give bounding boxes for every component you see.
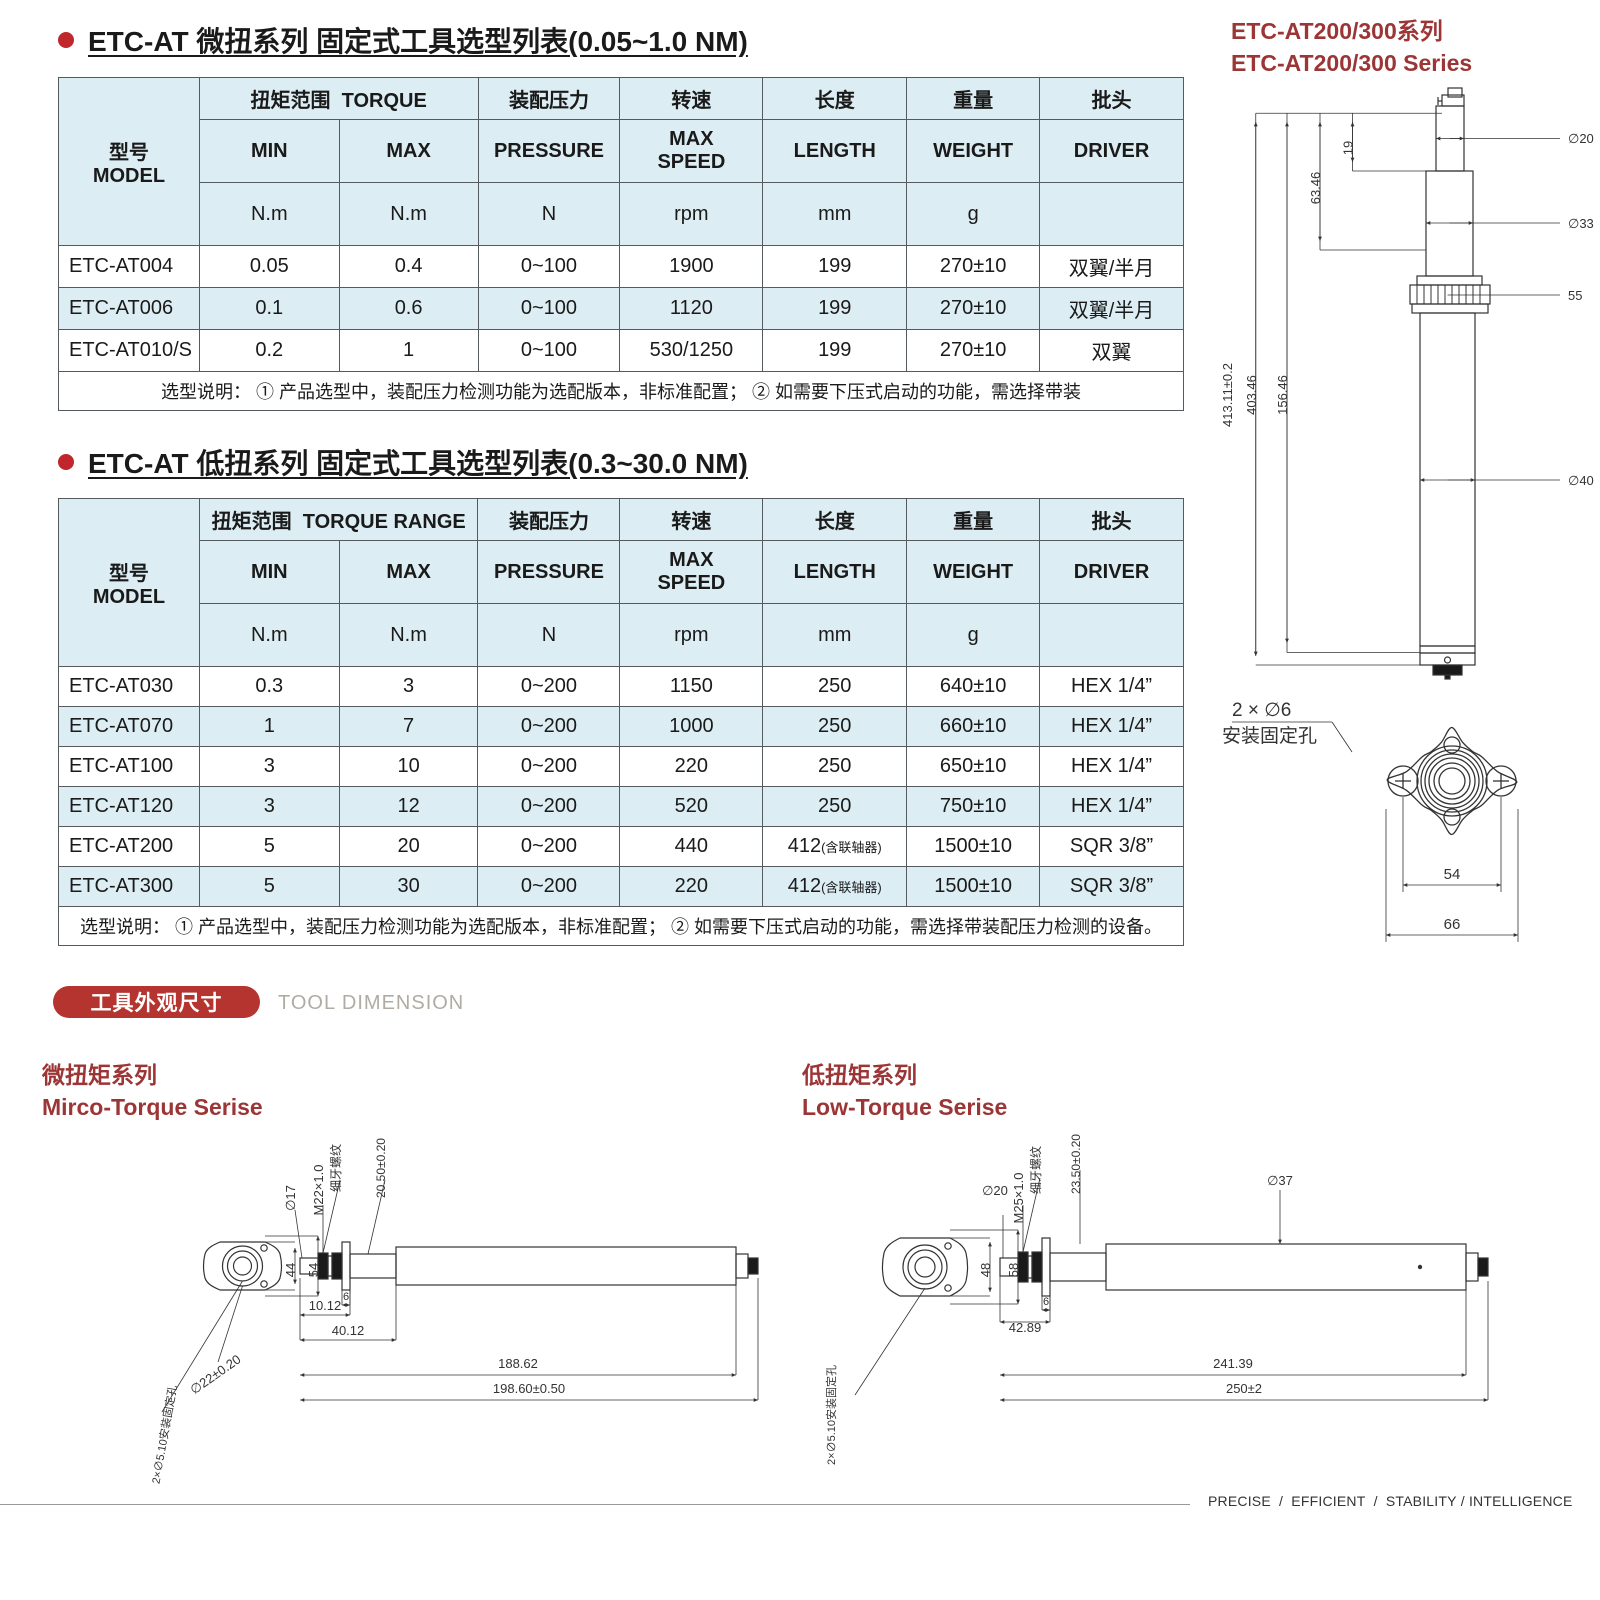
svg-text:403.46: 403.46: [1244, 375, 1259, 415]
svg-text:6: 6: [1043, 1296, 1049, 1308]
svg-text:250±2: 250±2: [1226, 1381, 1262, 1396]
svg-text:细牙螺纹: 细牙螺纹: [329, 1144, 343, 1192]
svg-text:∅40: ∅40: [1568, 473, 1594, 488]
svg-text:∅22±0.20: ∅22±0.20: [187, 1351, 243, 1397]
svg-text:241.39: 241.39: [1213, 1356, 1253, 1371]
svg-text:∅33: ∅33: [1568, 216, 1594, 231]
svg-text:M25×1.0: M25×1.0: [1011, 1173, 1026, 1224]
svg-text:54: 54: [306, 1263, 321, 1277]
svg-text:∅20: ∅20: [1568, 131, 1594, 146]
svg-text:∅17: ∅17: [283, 1185, 298, 1211]
svg-text:安装固定孔: 安装固定孔: [1222, 725, 1317, 747]
svg-text:188.62: 188.62: [498, 1356, 538, 1371]
svg-text:20.50±0.20: 20.50±0.20: [374, 1138, 388, 1198]
svg-text:∅20: ∅20: [982, 1183, 1008, 1198]
svg-text:2 × ∅6: 2 × ∅6: [1232, 700, 1291, 721]
svg-text:M22×1.0: M22×1.0: [311, 1165, 326, 1216]
svg-text:58: 58: [1006, 1263, 1021, 1277]
svg-text:2×∅5.10安装固定孔: 2×∅5.10安装固定孔: [824, 1365, 838, 1465]
svg-text:44: 44: [283, 1263, 298, 1277]
svg-text:40.12: 40.12: [332, 1323, 365, 1338]
svg-text:细牙螺纹: 细牙螺纹: [1029, 1146, 1043, 1194]
svg-text:156.46: 156.46: [1275, 375, 1290, 415]
svg-text:198.60±0.50: 198.60±0.50: [493, 1381, 565, 1396]
svg-text:63.46: 63.46: [1308, 172, 1323, 205]
svg-text:48: 48: [978, 1263, 993, 1277]
svg-text:10.12: 10.12: [309, 1298, 342, 1313]
svg-text:19: 19: [1341, 141, 1356, 155]
svg-text:23.50±0.20: 23.50±0.20: [1069, 1134, 1083, 1194]
svg-text:2×∅5.10安装固定孔: 2×∅5.10安装固定孔: [148, 1384, 179, 1485]
svg-text:55: 55: [1568, 288, 1582, 303]
svg-text:54: 54: [1444, 866, 1461, 883]
svg-text:66: 66: [1444, 916, 1461, 933]
svg-text:42.89: 42.89: [1009, 1320, 1042, 1335]
svg-text:∅37: ∅37: [1267, 1173, 1293, 1188]
svg-text:6: 6: [343, 1291, 349, 1303]
svg-text:413.11±0.2: 413.11±0.2: [1220, 363, 1235, 427]
